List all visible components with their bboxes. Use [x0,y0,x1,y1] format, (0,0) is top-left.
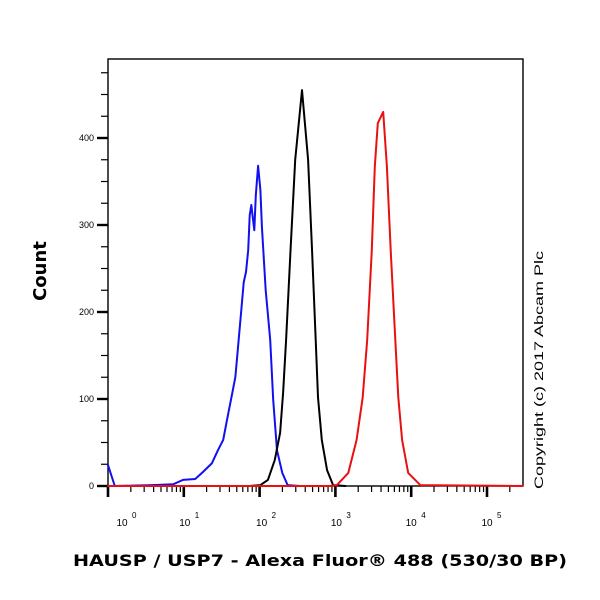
svg-text:2: 2 [272,511,277,520]
series-black-curve [248,89,347,487]
series-blue-curve [107,164,301,487]
plot-border [107,58,524,487]
svg-text:4: 4 [421,511,426,520]
histogram-series [107,89,524,487]
svg-text:10: 10 [256,518,268,529]
x-tick-label: 103 [331,511,352,529]
y-tick-label: 200 [79,307,94,317]
x-tick-label: 10 0 [116,511,137,529]
x-tick-label: 10 5 [481,511,502,529]
svg-text:10: 10 [406,518,418,529]
x-tick-label: 10 1 [179,511,200,529]
svg-text:0: 0 [132,511,137,520]
y-axis-title: Count [30,241,51,301]
y-tick-label: 300 [79,220,94,230]
plot-frame [107,58,524,487]
series-red-curve [107,110,524,487]
svg-text:10: 10 [331,518,343,529]
svg-text:1: 1 [195,511,200,520]
y-tick-label: 400 [79,133,94,143]
svg-text:5: 5 [497,511,502,520]
svg-text:10: 10 [116,518,128,529]
y-axis: 0 100 200 300 400 [79,72,108,491]
svg-text:10: 10 [179,518,191,529]
copyright-annotation: Copyright (c) 2017 Abcam Plc [534,251,546,489]
svg-text:10: 10 [481,518,493,529]
y-tick-label: 100 [79,394,94,404]
x-axis-title: HAUSP / USP7 - Alexa Fluor® 488 (530/30 … [73,551,567,570]
x-tick-label: 104 [406,511,427,529]
y-tick-label: 0 [89,481,94,491]
x-tick-label: 10 2 [256,511,277,529]
svg-text:3: 3 [346,511,351,520]
